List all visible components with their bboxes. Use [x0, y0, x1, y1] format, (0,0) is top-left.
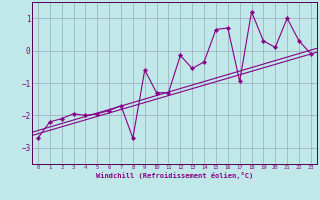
X-axis label: Windchill (Refroidissement éolien,°C): Windchill (Refroidissement éolien,°C)	[96, 172, 253, 179]
